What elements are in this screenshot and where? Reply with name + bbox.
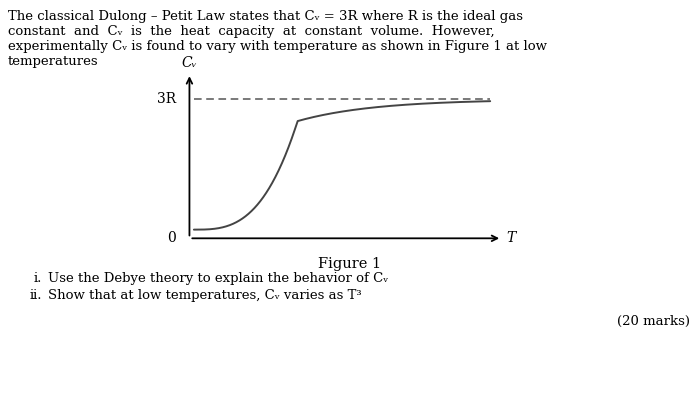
Text: temperatures: temperatures bbox=[8, 55, 99, 68]
Text: Cᵥ: Cᵥ bbox=[181, 56, 197, 70]
Text: 0: 0 bbox=[167, 231, 176, 245]
Text: T: T bbox=[507, 231, 516, 245]
Text: experimentally Cᵥ is found to vary with temperature as shown in Figure 1 at low: experimentally Cᵥ is found to vary with … bbox=[8, 40, 547, 53]
Text: (20 marks): (20 marks) bbox=[617, 315, 690, 328]
Text: 3R: 3R bbox=[157, 93, 176, 106]
Text: i.: i. bbox=[34, 272, 42, 285]
Text: ii.: ii. bbox=[29, 289, 42, 302]
Text: The classical Dulong – Petit Law states that Cᵥ = 3R where R is the ideal gas: The classical Dulong – Petit Law states … bbox=[8, 10, 523, 23]
Text: constant  and  Cᵥ  is  the  heat  capacity  at  constant  volume.  However,: constant and Cᵥ is the heat capacity at … bbox=[8, 25, 495, 38]
Text: Figure 1: Figure 1 bbox=[318, 257, 382, 271]
Text: Show that at low temperatures, Cᵥ varies as T³: Show that at low temperatures, Cᵥ varies… bbox=[48, 289, 362, 302]
Text: Use the Debye theory to explain the behavior of Cᵥ: Use the Debye theory to explain the beha… bbox=[48, 272, 388, 285]
